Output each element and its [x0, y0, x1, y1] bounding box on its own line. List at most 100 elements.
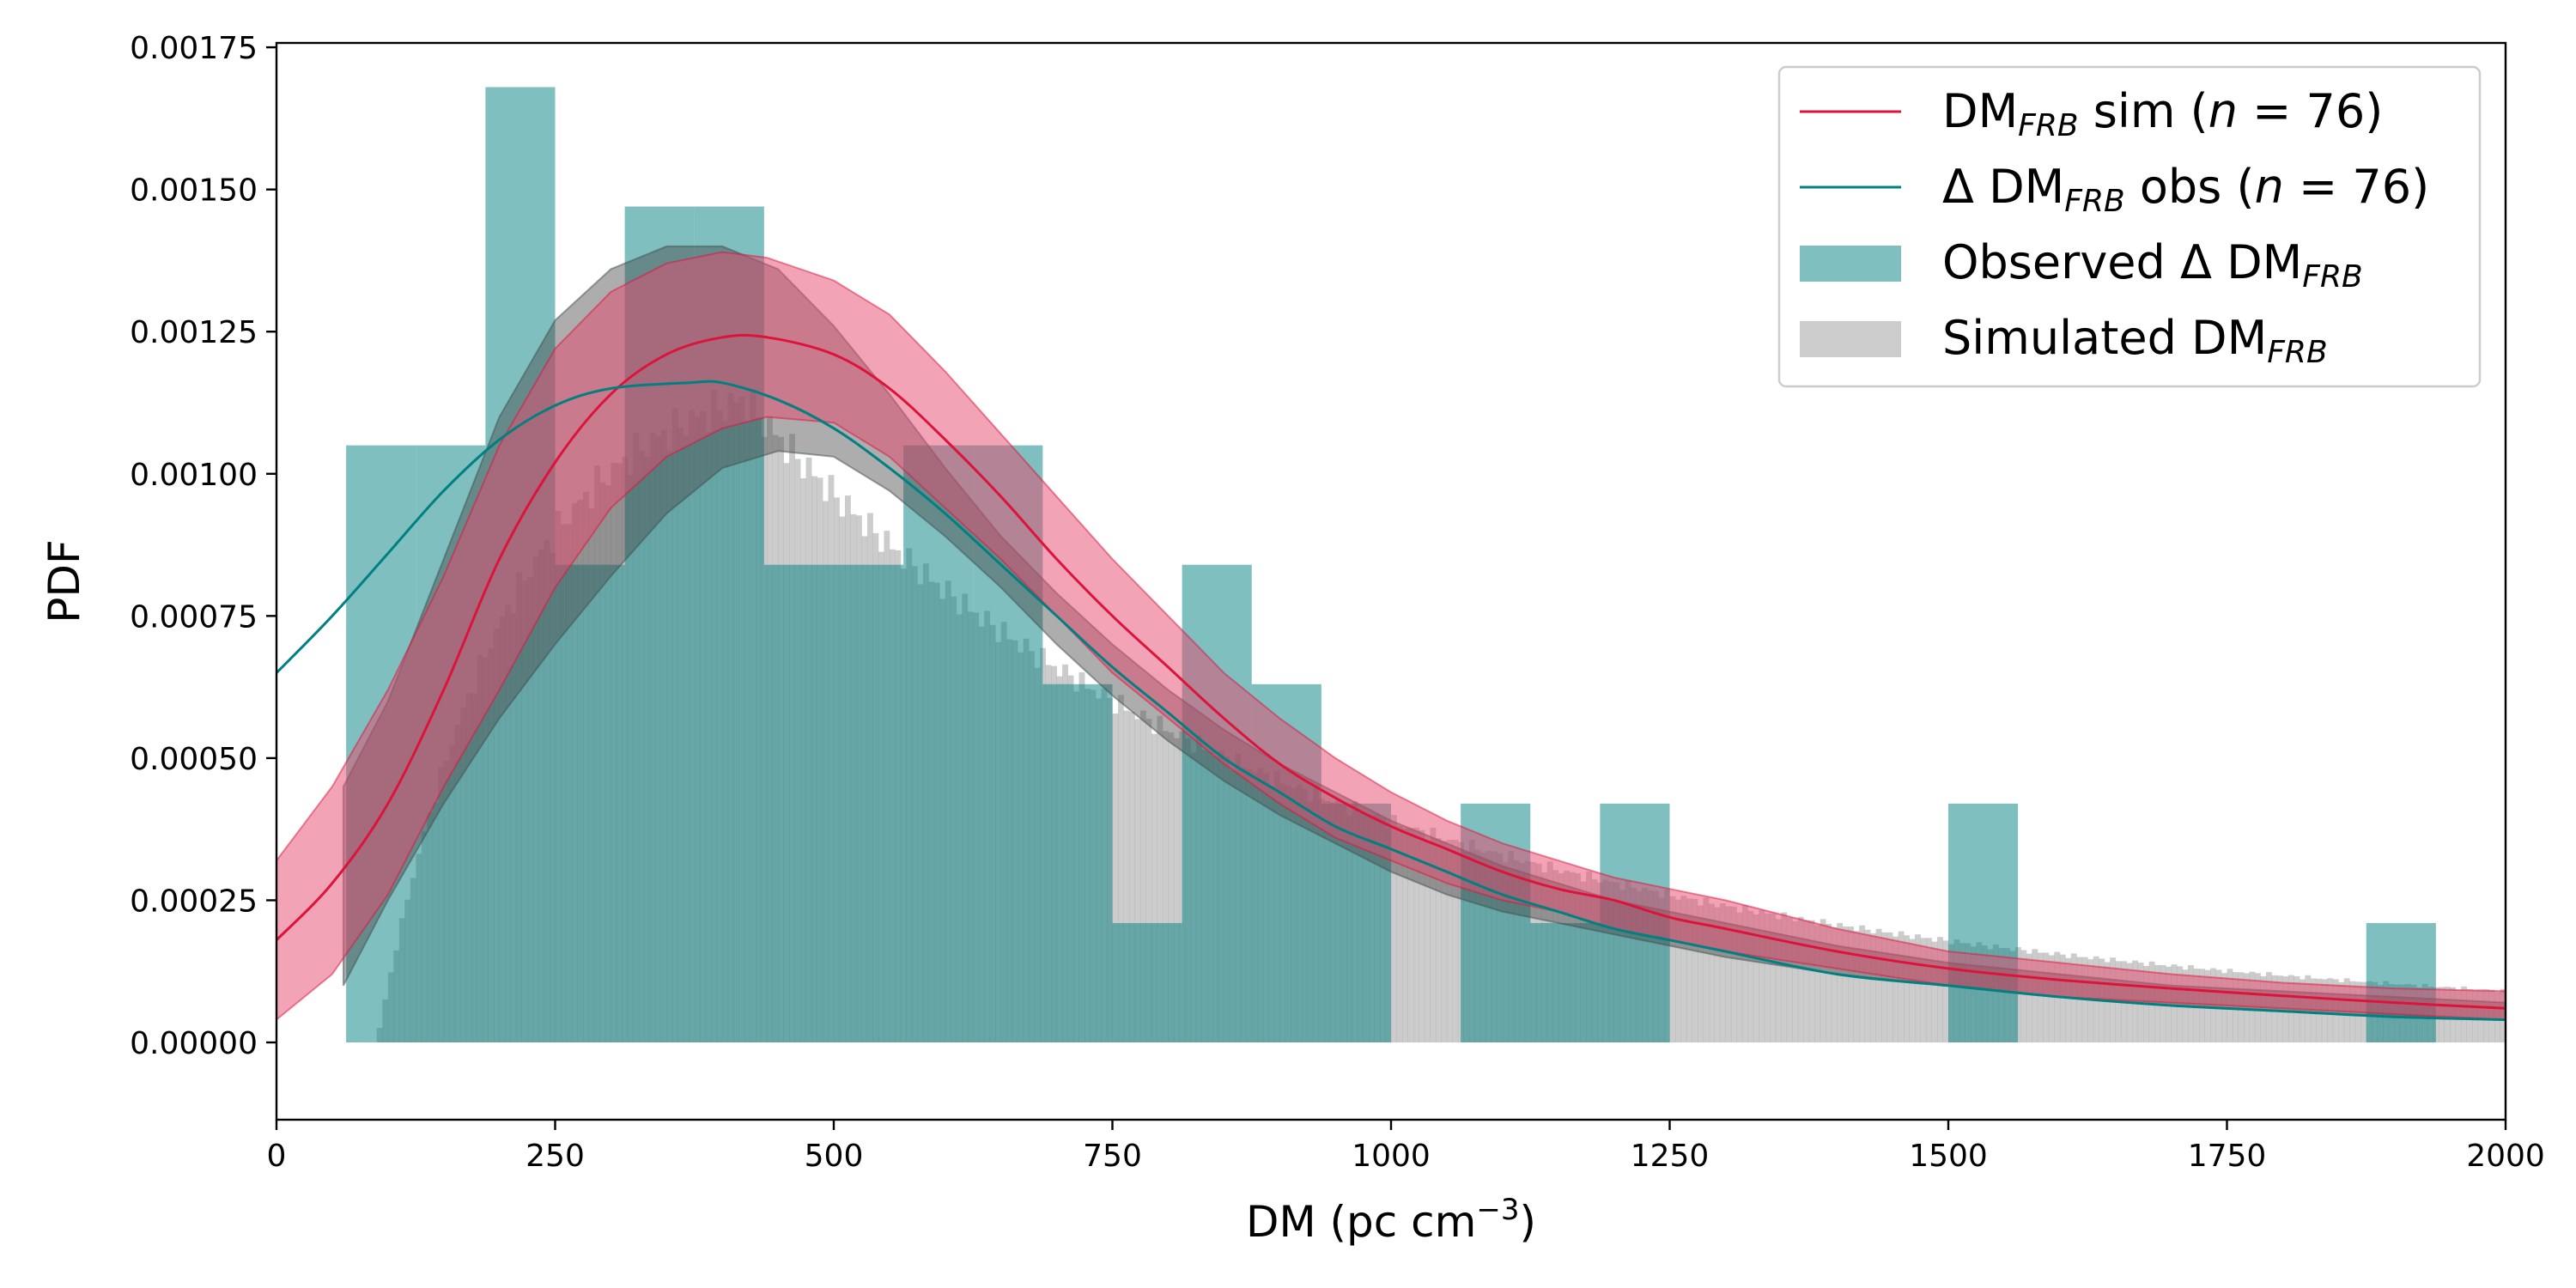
sim-bin	[1770, 913, 1777, 1042]
observed-bin	[1042, 683, 1113, 1042]
sim-bin	[1413, 827, 1419, 1042]
sim-bin	[1931, 941, 1938, 1042]
sim-bin	[1669, 896, 1676, 1042]
sim-bin	[1803, 920, 1810, 1042]
sim-bin	[1145, 719, 1152, 1042]
sim-bin	[1162, 731, 1169, 1042]
x-tick-label: 1250	[1631, 1139, 1710, 1174]
x-axis-label: DM (pc cm−3)	[1246, 1193, 1536, 1247]
sim-bin	[2020, 950, 2027, 1042]
sim-bin	[1424, 841, 1431, 1042]
sim-bin	[1831, 927, 1838, 1042]
sim-bin	[1134, 719, 1141, 1042]
sim-bin	[1407, 828, 1414, 1042]
sim-bin	[1173, 738, 1180, 1042]
sim-bin	[1747, 910, 1754, 1042]
x-tick-label: 1500	[1909, 1139, 1988, 1174]
y-tick-label: 0.00100	[130, 458, 258, 493]
sim-bin	[1736, 912, 1743, 1042]
observed-bin	[1182, 564, 1252, 1042]
sim-bin	[1697, 905, 1704, 1042]
x-tick-label: 500	[805, 1139, 864, 1174]
sim-bin	[1893, 936, 1899, 1042]
sim-bin	[1837, 922, 1844, 1042]
sim-bin	[2238, 972, 2245, 1042]
x-tick-label: 750	[1083, 1139, 1142, 1174]
sim-bin	[2043, 952, 2050, 1042]
sim-bin	[1452, 840, 1459, 1042]
sim-bin	[1915, 934, 1921, 1042]
sim-bin	[1859, 925, 1866, 1042]
sim-bin	[2014, 947, 2021, 1042]
sim-bin	[2048, 955, 2055, 1042]
sim-bin	[1714, 907, 1721, 1042]
observed-bin	[903, 445, 974, 1042]
sim-bin	[2037, 952, 2044, 1042]
sim-bin	[2271, 975, 2278, 1042]
sim-bin	[1430, 828, 1437, 1042]
sim-bin	[1764, 913, 1771, 1042]
sim-bin	[1686, 898, 1692, 1042]
observed-bin	[555, 564, 625, 1042]
sim-bin	[2104, 962, 2111, 1042]
sim-bin	[2282, 976, 2289, 1042]
sim-bin	[1853, 931, 1860, 1042]
sim-bin	[1139, 710, 1146, 1042]
sim-bin	[2199, 969, 2205, 1042]
sim-bin	[2177, 966, 2183, 1042]
sim-bin	[1419, 829, 1425, 1042]
legend-observed-patch	[1800, 246, 1901, 282]
sim-band-area	[276, 251, 2506, 1021]
sim-bin	[1792, 920, 1799, 1042]
sim-bin	[1775, 919, 1782, 1042]
kde-lines	[276, 333, 2506, 1021]
sim-bin	[1942, 940, 1949, 1042]
x-tick-label: 250	[526, 1139, 585, 1174]
observed-bin	[834, 564, 904, 1042]
sim-bin	[1441, 841, 1448, 1042]
legend-box	[1777, 65, 2482, 388]
obs-kde-line	[276, 380, 2506, 1021]
observed-bin	[1112, 922, 1182, 1042]
plot-area	[276, 87, 2506, 1043]
x-tick-label: 2000	[2466, 1139, 2545, 1174]
x-tick-label: 0	[267, 1139, 287, 1174]
sim-bin	[1741, 905, 1748, 1042]
sim-bin	[1848, 926, 1855, 1042]
y-axis-ticks: 0.00000 0.00025 0.00050 0.00075 0.00100 0.001…	[130, 31, 276, 1061]
sim-bin	[1708, 903, 1715, 1042]
sim-bin	[1396, 825, 1403, 1042]
sim-bin	[1117, 695, 1124, 1042]
sim-bin	[1808, 920, 1815, 1042]
sim-bin	[1112, 713, 1119, 1042]
sim-bin	[1680, 896, 1687, 1042]
legend-simulated-label: Simulated DMFRB	[1942, 311, 2328, 370]
sim-bin	[2338, 981, 2345, 1042]
sim-confidence-band	[276, 251, 2506, 1021]
sim-bin	[1904, 935, 1910, 1042]
observed-bin	[763, 564, 834, 1042]
sim-bin	[2059, 954, 2066, 1042]
x-tick-label: 1000	[1352, 1139, 1431, 1174]
sim-bin	[2232, 972, 2239, 1042]
sim-bin	[2299, 979, 2306, 1042]
sim-bin	[1786, 917, 1793, 1042]
legend-obs-label: Δ DMFRB obs (n = 76)	[1942, 160, 2429, 219]
sim-bin	[2193, 969, 2200, 1042]
sim-bin	[1820, 919, 1826, 1042]
sim-bin	[1937, 937, 1943, 1042]
sim-bin	[1157, 715, 1163, 1042]
observed-bin	[2366, 922, 2436, 1042]
observed-bin	[1948, 803, 2019, 1042]
sim-bin	[1719, 902, 1726, 1042]
sim-bin	[1391, 815, 1397, 1042]
y-tick-label: 0.00050	[130, 742, 258, 777]
legend: DMFRB sim (n = 76) Δ DMFRB obs (n = 76) …	[1777, 65, 2482, 388]
sim-kde-line	[276, 333, 2506, 1010]
observed-bin	[1530, 922, 1601, 1042]
sim-bin	[1703, 897, 1710, 1042]
sim-bin	[1446, 840, 1453, 1042]
y-tick-label: 0.00025	[130, 884, 258, 919]
sim-bin	[1797, 916, 1804, 1042]
